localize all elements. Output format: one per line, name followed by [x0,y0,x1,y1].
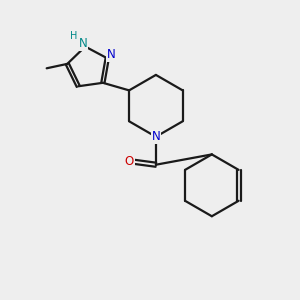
Text: N: N [106,48,115,61]
Text: N: N [152,130,160,143]
Text: O: O [125,155,134,168]
Text: N: N [79,37,87,50]
Text: H: H [70,31,78,41]
